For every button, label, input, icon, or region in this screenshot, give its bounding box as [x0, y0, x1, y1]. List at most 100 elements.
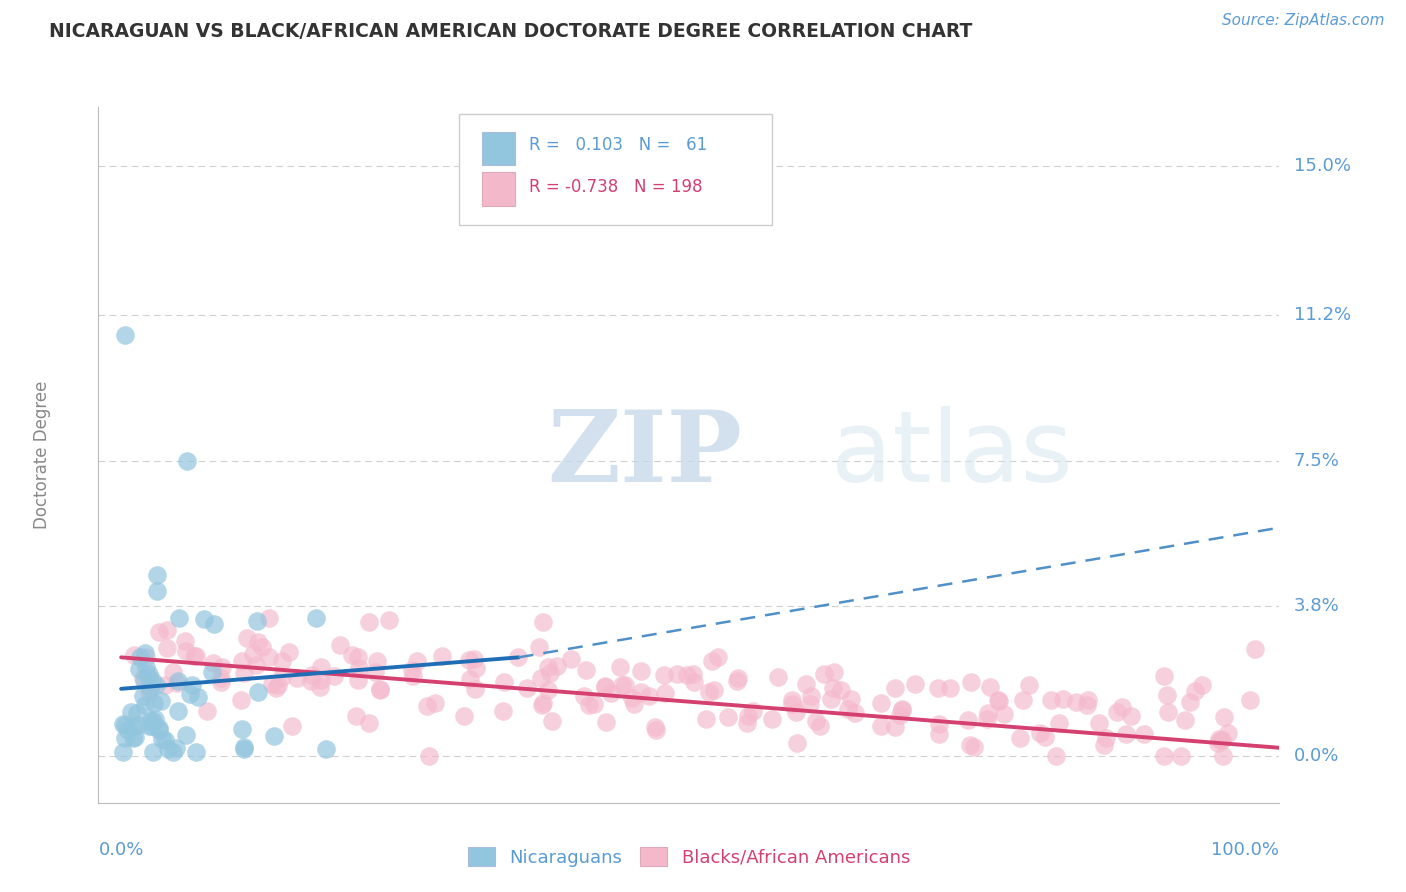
Point — [800, 689, 823, 703]
Point — [652, 668, 675, 682]
Point — [527, 640, 550, 654]
Point — [148, 721, 170, 735]
Point — [766, 670, 789, 684]
Point — [114, 718, 136, 732]
Point — [830, 683, 852, 698]
Point — [148, 625, 170, 640]
Point — [697, 685, 720, 699]
Point — [329, 638, 352, 652]
Point — [645, 723, 668, 738]
Point — [883, 681, 905, 695]
Point — [578, 698, 600, 712]
Point — [309, 660, 332, 674]
Point — [761, 712, 783, 726]
Text: 7.5%: 7.5% — [1294, 452, 1340, 470]
Text: R =   0.103   N =   61: R = 0.103 N = 61 — [530, 136, 707, 154]
Point — [145, 583, 167, 598]
Point — [124, 648, 146, 662]
Point — [139, 714, 162, 728]
Point — [378, 614, 401, 628]
Point — [737, 709, 759, 723]
Point — [280, 719, 302, 733]
Point — [531, 696, 554, 710]
Point — [959, 675, 981, 690]
Text: 100.0%: 100.0% — [1212, 841, 1279, 859]
Point — [181, 678, 204, 692]
Point — [492, 674, 515, 689]
Point — [1211, 733, 1233, 747]
Point — [1040, 693, 1063, 707]
Point — [735, 716, 758, 731]
Point — [157, 741, 180, 756]
Point — [346, 649, 368, 664]
Point — [270, 670, 292, 684]
Point — [401, 664, 423, 678]
Point — [844, 706, 866, 720]
Point — [644, 720, 666, 734]
Point — [1153, 748, 1175, 763]
Point — [132, 689, 155, 703]
Point — [186, 648, 208, 663]
Point — [890, 702, 912, 716]
Point — [285, 671, 308, 685]
Point — [245, 657, 267, 672]
Point — [665, 666, 688, 681]
Point — [155, 677, 177, 691]
Point — [821, 681, 844, 695]
Point — [506, 650, 529, 665]
Point — [959, 738, 981, 752]
Point — [928, 717, 950, 731]
Point — [135, 649, 157, 664]
Point — [114, 731, 136, 746]
Point — [1191, 677, 1213, 691]
Point — [156, 623, 179, 637]
Point — [595, 714, 617, 729]
Point — [423, 697, 446, 711]
Point — [264, 681, 287, 695]
Point — [257, 650, 280, 665]
Point — [142, 714, 165, 728]
Point — [121, 719, 143, 733]
Point — [232, 740, 254, 755]
Point — [145, 567, 167, 582]
Point — [1047, 715, 1070, 730]
Point — [242, 647, 264, 661]
Point — [695, 712, 717, 726]
Point — [174, 633, 197, 648]
Point — [1094, 731, 1116, 746]
Point — [630, 665, 652, 679]
Text: Source: ZipAtlas.com: Source: ZipAtlas.com — [1222, 13, 1385, 29]
Point — [143, 696, 166, 710]
Point — [184, 745, 207, 759]
Point — [167, 705, 190, 719]
Point — [112, 745, 135, 759]
Point — [134, 673, 156, 687]
Point — [141, 719, 163, 733]
Point — [134, 646, 156, 660]
Point — [1035, 730, 1057, 744]
Legend: Nicaraguans, Blacks/African Americans: Nicaraguans, Blacks/African Americans — [461, 840, 917, 874]
Point — [703, 682, 725, 697]
Point — [141, 745, 163, 759]
Point — [309, 680, 332, 694]
Point — [138, 681, 160, 696]
Point — [156, 640, 179, 655]
Point — [516, 681, 538, 695]
Point — [979, 680, 1001, 694]
Point — [464, 682, 486, 697]
Point — [808, 719, 831, 733]
Text: NICARAGUAN VS BLACK/AFRICAN AMERICAN DOCTORATE DEGREE CORRELATION CHART: NICARAGUAN VS BLACK/AFRICAN AMERICAN DOC… — [49, 22, 973, 41]
Point — [717, 710, 740, 724]
Point — [799, 697, 821, 711]
Point — [939, 681, 962, 696]
Point — [458, 672, 481, 686]
Point — [166, 673, 188, 688]
Point — [202, 656, 225, 670]
Point — [837, 702, 859, 716]
Point — [211, 660, 233, 674]
Point — [1133, 726, 1156, 740]
Point — [1105, 705, 1128, 719]
Point — [149, 694, 172, 708]
Point — [267, 678, 290, 692]
Point — [1218, 725, 1240, 739]
